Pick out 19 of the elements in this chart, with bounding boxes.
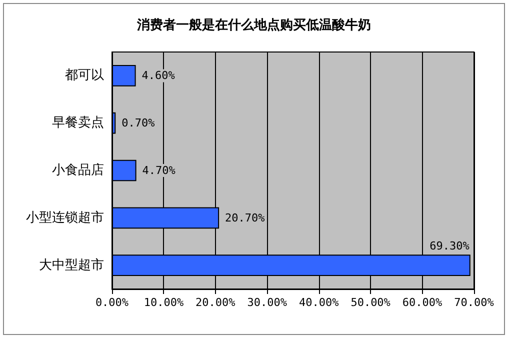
y-tick-label: 早餐卖点 — [52, 116, 104, 131]
x-tick-label: 60.00% — [402, 296, 443, 309]
x-tick-label: 70.00% — [454, 296, 494, 309]
x-tick-label: 0.00% — [95, 296, 129, 309]
y-tick-label: 小型连锁超市 — [26, 210, 104, 226]
y-tick-label: 大中型超市 — [39, 258, 104, 273]
chart-title: 消费者一般是在什么地点购买低温酸牛奶 — [136, 17, 371, 33]
y-tick-label: 都可以 — [65, 68, 104, 84]
x-tick-label: 50.00% — [350, 296, 391, 309]
data-label: 4.60% — [142, 69, 176, 82]
data-label: 0.70% — [122, 116, 156, 130]
x-tick-label: 40.00% — [298, 296, 340, 309]
x-tick-label: 20.00% — [196, 296, 236, 309]
data-label: 20.70% — [225, 211, 266, 224]
y-tick-label: 小食品店 — [52, 162, 104, 178]
x-tick-label: 30.00% — [247, 296, 288, 309]
x-tick-label: 10.00% — [144, 296, 184, 309]
data-label: 69.30% — [430, 240, 470, 253]
data-label: 4.70% — [142, 164, 176, 177]
